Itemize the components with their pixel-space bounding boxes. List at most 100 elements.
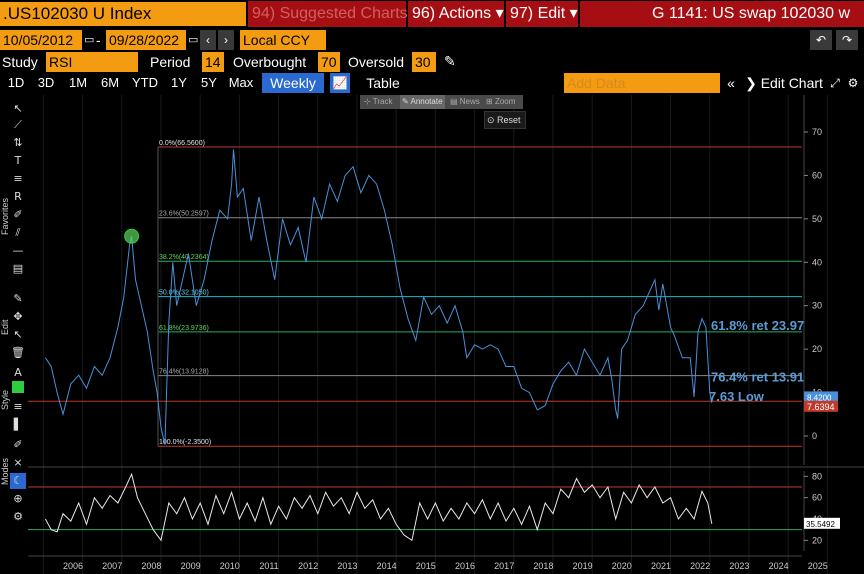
date-bar: 10/05/2012 ▭ - 09/28/2022 ▭ ‹ › Local CC… [0,30,864,50]
edit-chart-button[interactable]: ❯ Edit Chart [745,75,823,91]
rsi-last-text: 35.5492 [806,520,835,529]
left-sidebar: Favorites Edit Style Modes ↖ ⟋ ⇅ T ≡ R ✐… [0,95,29,574]
last-value-text: 7.6394 [807,402,835,412]
table-button[interactable]: Table [366,75,400,91]
price-chart[interactable]: 0.0%(66.5600) 23.6%(50.2597) 38.2%(40.2364… [28,95,864,574]
prev-arrow-button[interactable]: ‹ [200,30,216,50]
date-separator: - [96,32,101,48]
stack-icon[interactable]: ▤ [12,262,24,275]
x-tick-label: 2012 [298,561,318,571]
x-tick-label: 2008 [141,561,161,571]
pointer-icon[interactable]: ↖ [13,102,23,115]
rsi-tick-label: 20 [812,535,822,545]
mode-icon[interactable]: ☾ [10,473,26,489]
currency-select[interactable]: Local CCY [240,30,326,50]
chart-type-icon[interactable]: 📈 [330,73,350,93]
redo-button[interactable]: ↷ [836,30,858,50]
range-button-3d[interactable]: 3D [37,75,55,90]
range-toolbar: 1D 3D 1M 6M YTD 1Y 5Y Max Weekly ▼ 📈 Table Add … [0,73,864,111]
ruler-icon[interactable]: R [14,190,22,203]
y-tick-label: 0 [812,431,817,441]
actions-button[interactable]: 96) Actions ▾ [408,1,504,27]
news-button[interactable]: ▤ News [450,97,480,106]
line-width-icon[interactable]: ≡ [13,400,23,413]
rsi-tick-label: 80 [812,471,822,481]
delete-icon[interactable]: 🗑 [11,346,25,359]
brush-icon[interactable]: ✐ [13,208,23,221]
rsi-line [44,472,713,542]
resize-icon[interactable]: ⤢ [830,76,840,90]
cross-icon[interactable]: ⨯ [13,456,23,469]
edit-pen-icon[interactable]: ✎ [13,292,23,305]
study-label: Study [2,54,38,70]
crosshair-icon[interactable]: ⊕ [13,492,23,505]
style-label: Style [0,389,10,410]
hline-icon[interactable]: — [12,244,24,257]
mini-toolbar: ⊹ Track ✎ Annotate ▤ News ⊞ Zoom [360,95,523,109]
color-swatch-icon[interactable] [12,381,24,393]
annotation-label: 61.8% ret 23.97 [711,318,804,333]
overbought-label: Overbought [233,54,307,70]
period-field[interactable]: 14 [202,52,224,72]
range-button-1y[interactable]: 1Y [171,75,187,90]
calendar-icon[interactable]: ▭ [84,34,95,46]
end-date-field[interactable]: 09/28/2022 [106,30,186,50]
trend-tool-icon[interactable]: ⇅ [13,136,23,149]
zoom-button[interactable]: ⊞ Zoom [486,97,516,106]
frequency-select[interactable]: Weekly ▼ [262,73,324,111]
favorites-label: Favorites [0,197,10,235]
reset-button[interactable]: ⊙ Reset [484,111,526,129]
x-tick-label: 2021 [651,561,671,571]
edit-button[interactable]: 97) Edit ▾ [506,1,578,27]
oversold-field[interactable]: 30 [412,52,436,72]
overbought-field[interactable]: 70 [318,52,340,72]
add-data-input[interactable]: Add Data [564,73,720,93]
collapse-icon[interactable]: « [727,75,735,91]
range-button-5y[interactable]: 5Y [201,75,217,90]
settings-icon[interactable]: ⚙ [847,76,859,90]
range-button-max[interactable]: Max [228,75,254,90]
ticker-field[interactable]: .US102030 U Index [0,2,246,26]
range-button-6m[interactable]: 6M [100,75,120,90]
fib-label: 0.0%(66.5600) [159,140,205,147]
x-tick-label: 2016 [455,561,475,571]
fib-tool-icon[interactable]: ≡ [13,172,23,185]
fib-label: 23.6%(50.2597) [159,211,209,218]
move-icon[interactable]: ✥ [13,310,23,323]
x-tick-label: 2014 [377,561,397,571]
x-tick-label: 2025 [808,561,828,571]
annotation-label: 76.4% ret 13.91 [711,370,804,385]
period-label: Period [150,54,191,70]
cursor-icon[interactable]: ↖ [13,328,23,341]
undo-button[interactable]: ↶ [810,30,832,50]
track-button[interactable]: ⊹ Track [364,97,393,106]
fib-label: 38.2%(40.2364) [159,254,209,261]
calendar-icon[interactable]: ▭ [188,34,199,46]
suggested-charts-button[interactable]: 94) Suggested Charts [248,1,408,27]
x-tick-label: 2018 [533,561,553,571]
text-tool-icon[interactable]: T [14,154,22,167]
style-aa-icon[interactable]: A [14,366,22,379]
pen-icon[interactable]: ✐ [13,438,23,451]
gear-icon[interactable]: ⚙ [13,510,23,523]
pencil-icon[interactable]: ✎ [444,54,456,70]
next-arrow-button[interactable]: › [218,30,234,50]
fib-label: 61.8%(23.9736) [159,325,209,332]
range-button-1d[interactable]: 1D [7,75,25,90]
study-bar: Study RSI Period 14 Overbought 70 Overso… [0,52,864,72]
draw-line-icon[interactable]: ⟋ [14,118,22,131]
annotation-label: 7.63 Low [709,389,765,404]
fib-label: 100.0%(-2.3500) [159,439,211,446]
fill-icon[interactable]: ▌ [13,418,23,431]
range-button-ytd[interactable]: YTD [132,75,158,90]
range-button-1m[interactable]: 1M [68,75,88,90]
x-tick-label: 2015 [416,561,436,571]
start-date-field[interactable]: 10/05/2012 [0,30,82,50]
y-tick-label: 40 [812,257,822,267]
channel-icon[interactable]: ⫽ [15,226,21,239]
y-tick-label: 30 [812,301,822,311]
x-tick-label: 2007 [102,561,122,571]
annotate-button[interactable]: ✎ Annotate [400,95,445,109]
chart-title: G 1141: US swap 102030 w [580,1,864,27]
study-select[interactable]: RSI [46,52,138,72]
